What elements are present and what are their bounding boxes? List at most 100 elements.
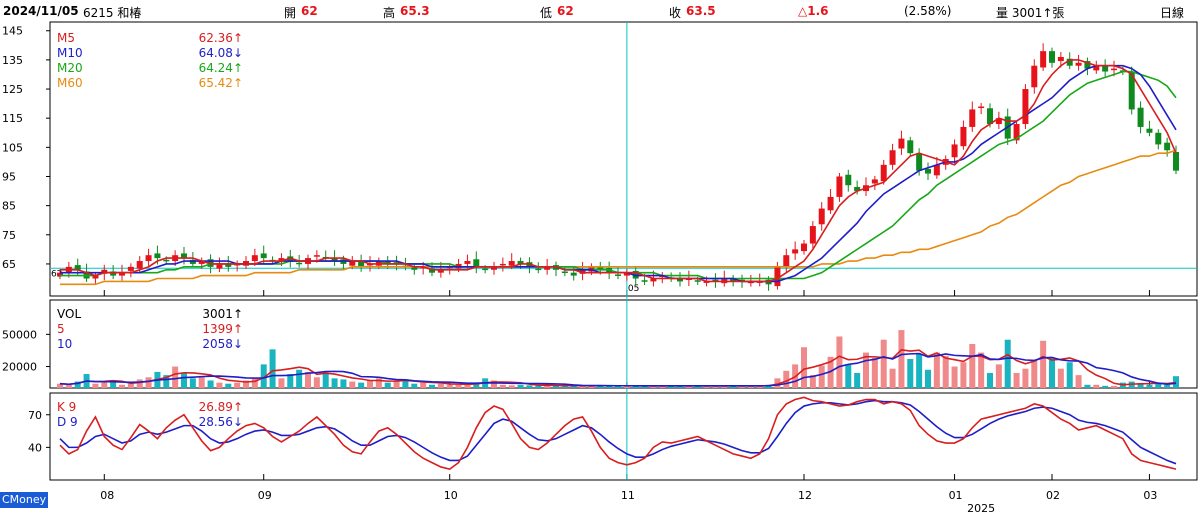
legend-k-arrow: ↑: [232, 400, 243, 414]
candle-body: [561, 271, 568, 274]
candle-body: [1075, 62, 1082, 66]
volume-bar: [1049, 357, 1055, 388]
candle-body: [127, 266, 134, 271]
candle-body: [225, 263, 232, 267]
candle-body: [615, 274, 621, 276]
legend-ma10-arrow: ↓: [232, 46, 243, 60]
candle-body: [1066, 58, 1073, 66]
low-marker-label: 62: [51, 270, 62, 280]
price-panel-frame: [49, 21, 1198, 297]
volume-bar: [783, 370, 790, 388]
candle-body: [641, 280, 648, 282]
volume-bar: [1004, 339, 1011, 388]
ma-line-m10: [60, 64, 1177, 283]
volume-bar: [110, 381, 117, 388]
volume-bar: [508, 385, 515, 388]
volume-label: 量 3001↑張: [996, 6, 1065, 20]
volume-bar: [694, 385, 701, 388]
candle-body: [101, 269, 108, 274]
volume-bar: [969, 344, 976, 388]
volume-bar: [420, 382, 427, 388]
candle-body: [1111, 68, 1117, 71]
legend-ma10: M10 64.08↓: [57, 46, 243, 61]
price-ytick-label: 145: [2, 25, 23, 38]
candle-body: [739, 279, 745, 282]
candle-body: [889, 150, 896, 165]
candle-body: [473, 259, 480, 267]
volume-bar: [650, 385, 657, 388]
candle-body: [358, 261, 365, 267]
volume-bar: [349, 381, 356, 388]
volume-bar: [437, 383, 444, 388]
volume-bar: [216, 382, 223, 388]
volume-bar: [207, 380, 214, 388]
candle-body: [163, 259, 170, 262]
volume-bar: [322, 372, 329, 388]
volume-bar: [951, 366, 958, 388]
volume-bar: [1137, 383, 1144, 388]
volume-bar: [181, 372, 187, 388]
candle-body: [260, 253, 267, 259]
legend-ma5: M5 62.36↑: [57, 31, 243, 46]
legend-ma20-arrow: ↑: [232, 61, 243, 75]
legend-vol-value: 3001: [202, 307, 233, 321]
candle-body: [818, 208, 825, 225]
open-value: 62: [301, 4, 318, 18]
stock-label: 6215 和椿: [83, 6, 142, 20]
candle-body: [880, 164, 887, 182]
volume-bar: [92, 383, 99, 388]
legend-ma5-value: 62.36: [198, 31, 233, 45]
volume-bar: [942, 355, 949, 388]
candle-body: [429, 268, 435, 273]
price-ytick-label: 65: [2, 258, 16, 271]
legend-d-arrow: ↓: [232, 415, 243, 429]
candle-body: [730, 278, 737, 282]
kd-panel-frame: [49, 392, 1198, 481]
legend-d-name: D 9: [57, 415, 78, 429]
volume-bar: [65, 384, 72, 388]
candle-body: [411, 266, 418, 270]
candle-body: [313, 255, 320, 257]
candle-body: [747, 281, 754, 284]
candle-body: [92, 275, 99, 279]
ma-line-m60: [60, 149, 1177, 286]
candle-body: [198, 261, 205, 264]
volume-bar: [163, 375, 170, 388]
volume-bar: [933, 352, 940, 388]
volume-bar: [1075, 375, 1082, 388]
legend-vol-arrow: ↑: [232, 307, 243, 321]
candle-body: [579, 269, 586, 274]
high-label: 高: [383, 6, 396, 20]
candle-body: [508, 261, 515, 266]
candle-body: [933, 164, 940, 176]
volume-bar: [570, 385, 577, 388]
volume-legend: VOL 3001↑ 5 1399↑ 10 2058↓: [57, 307, 243, 352]
volume-bar: [1111, 385, 1117, 388]
volume-bar: [101, 382, 108, 388]
volume-bar: [367, 380, 373, 388]
candle-body: [809, 226, 816, 244]
candle-body: [907, 140, 914, 154]
candle-body: [801, 243, 807, 252]
period-label[interactable]: 日線: [1160, 6, 1185, 20]
legend-ma5-arrow: ↑: [232, 31, 243, 45]
candle-body: [517, 261, 524, 264]
candle-body: [1102, 65, 1109, 72]
candle-body: [623, 272, 630, 276]
legend-vol10-name: 10: [57, 337, 73, 351]
candle-body: [216, 263, 223, 269]
volume-bar: [296, 369, 303, 388]
volume-bar: [145, 377, 152, 388]
year-label: 2025: [967, 502, 995, 512]
kd-legend: K 9 26.89↑ D 9 28.56↓: [57, 400, 243, 430]
candle-body: [774, 266, 781, 287]
legend-vol5-value: 1399: [202, 322, 233, 336]
volume-bar: [845, 364, 852, 388]
candle-body: [145, 255, 152, 262]
legend-ma60: M60 65.42↑: [57, 76, 243, 91]
volume-bar: [889, 368, 896, 388]
candle-body: [792, 249, 799, 254]
legend-ma20: M20 64.24↑: [57, 61, 243, 76]
candle-body: [136, 261, 143, 269]
